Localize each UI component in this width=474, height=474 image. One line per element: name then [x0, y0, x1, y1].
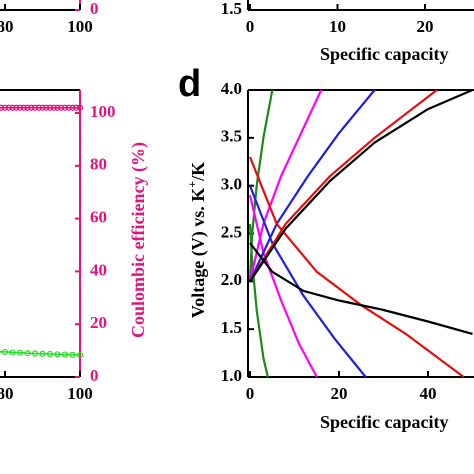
y2-tick-label: 80 [90, 155, 107, 174]
x-tick-label: 10 [329, 17, 346, 36]
data-point [61, 104, 69, 111]
data-point [69, 104, 76, 111]
y2-tick-label: 100 [90, 102, 116, 121]
y-tick-label: 3.0 [221, 175, 242, 194]
y-label-part: Voltage (V) vs. K [188, 188, 209, 318]
y-tick-label: 1.5 [221, 318, 242, 337]
series-line [248, 185, 367, 378]
y-tick-label: 1.0 [221, 366, 242, 385]
y2-tick-label: 0 [90, 366, 99, 385]
data-point [54, 104, 61, 111]
y2-tick-label: 20 [90, 313, 107, 332]
x-tick-label: 100 [67, 384, 93, 403]
data-point [24, 104, 31, 111]
data-point [50, 104, 57, 111]
x-tick-label: 0 [246, 384, 255, 403]
series-line [0, 351, 81, 356]
series-line [248, 89, 274, 282]
x-tick-label: 80 [0, 17, 14, 36]
data-point [31, 350, 39, 357]
data-point [43, 104, 50, 111]
data-point [13, 104, 20, 111]
x-tick-label: 20 [331, 384, 348, 403]
data-point [61, 351, 69, 358]
y2-tick-label: 0 [90, 0, 99, 18]
x-tick-label: 20 [417, 17, 434, 36]
series-line [249, 89, 438, 282]
series-line [249, 89, 376, 282]
data-point [76, 351, 84, 359]
x-tick-label: 80 [0, 384, 14, 403]
series-line [248, 194, 318, 378]
data-point [1, 104, 9, 111]
data-point [58, 104, 65, 111]
y-label-sup: + [185, 181, 199, 188]
x-tick-label: 100 [67, 17, 93, 36]
data-point [31, 104, 39, 111]
data-point [16, 349, 24, 356]
y2-tick-label: 60 [90, 208, 107, 227]
y2-tick-label: 40 [90, 260, 107, 279]
data-point [24, 350, 31, 357]
y-tick-label: 2.5 [221, 222, 242, 241]
y-tick-label: 3.5 [221, 127, 242, 146]
x-axis-label: Specific capacity [320, 44, 448, 64]
data-point [35, 104, 42, 111]
data-point [39, 350, 46, 357]
data-point [20, 104, 27, 111]
data-point [54, 351, 61, 358]
data-point [69, 351, 76, 358]
x-axis-label: Specific capacity [320, 412, 448, 432]
panel-label: d [178, 63, 201, 105]
series-line [248, 89, 323, 282]
x-tick-label: 40 [420, 384, 437, 403]
y-tick-label: 1.5 [221, 0, 242, 18]
series-line [248, 156, 465, 378]
y-tick-label: 4.0 [221, 79, 242, 98]
data-point [16, 104, 24, 111]
y-label-part: /K [188, 162, 208, 182]
y-tick-label: 2.0 [221, 270, 242, 289]
data-point [65, 104, 72, 111]
data-point [46, 350, 54, 358]
series-line [249, 242, 473, 335]
data-point [46, 104, 54, 111]
y2-axis-label: Coulombic efficiency (%) [128, 142, 149, 338]
data-point [9, 349, 16, 356]
data-point [73, 104, 80, 111]
data-point [39, 104, 46, 111]
y-axis-label: Voltage (V) vs. K+/K [185, 162, 209, 318]
data-point [1, 348, 9, 356]
data-point [0, 104, 5, 111]
data-point [5, 104, 12, 111]
data-point [28, 104, 35, 111]
series-line [249, 88, 473, 282]
data-point [76, 104, 84, 111]
x-tick-label: 0 [246, 17, 255, 36]
data-point [9, 104, 16, 111]
